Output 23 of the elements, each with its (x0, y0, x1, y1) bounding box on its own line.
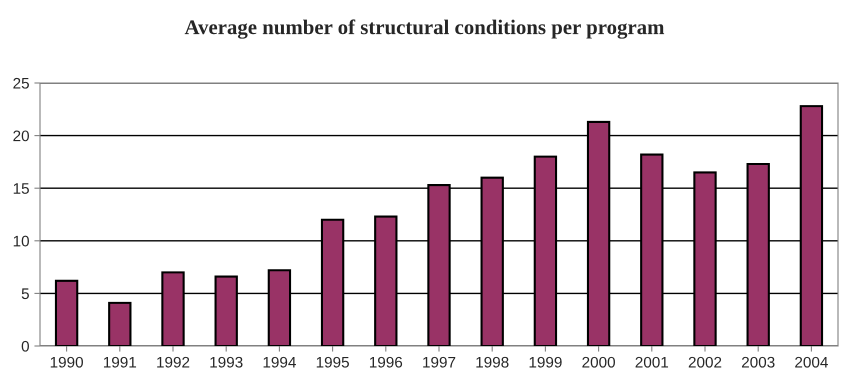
x-tick-label: 2003 (742, 356, 775, 368)
y-tick-label: 10 (14, 236, 29, 246)
x-tick-label: 1993 (210, 356, 243, 368)
bar (108, 302, 132, 346)
x-tick-label: 2001 (636, 356, 668, 368)
x-tick-label: 1991 (104, 356, 136, 368)
y-tick-label: 20 (13, 130, 29, 142)
x-tick-label: 2004 (795, 356, 828, 368)
y-tick-label: 15 (14, 183, 29, 194)
x-tick-label: 1995 (316, 356, 349, 368)
x-tick-label: 1997 (423, 356, 456, 368)
x-tick-label: 2002 (688, 356, 722, 368)
x-tick-label: 2000 (582, 356, 615, 368)
y-tick-label: 25 (13, 78, 29, 89)
y-tick-label: 0 (22, 340, 29, 352)
chart-title: Average number of structural conditions per program (184, 19, 664, 39)
x-tick-label: 1996 (370, 356, 402, 368)
y-tick-label: 5 (22, 288, 29, 300)
x-tick-label: 1992 (157, 356, 190, 368)
x-tick-label: 1994 (264, 356, 296, 368)
x-tick-label: 1990 (50, 356, 83, 368)
x-tick-label: 1998 (476, 356, 509, 368)
x-tick-label: 1999 (530, 356, 562, 368)
